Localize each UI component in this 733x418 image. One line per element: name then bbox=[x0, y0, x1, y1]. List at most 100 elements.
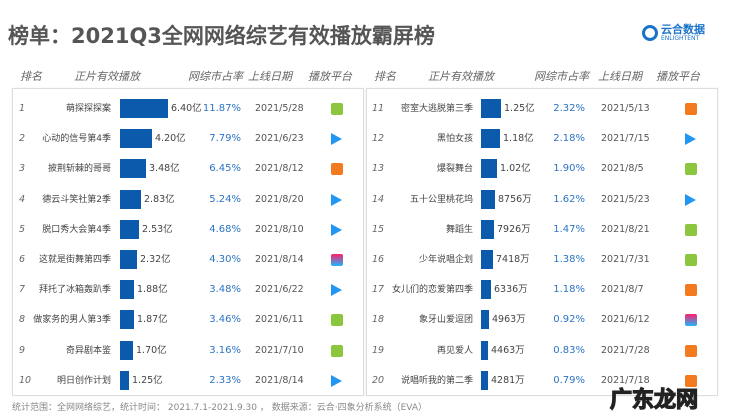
table-row: 2 心动的信号第4季 4.20亿 7.79% 2021/6/23 bbox=[13, 124, 363, 154]
tencent-video-icon bbox=[331, 374, 342, 387]
mango-tv-icon bbox=[331, 163, 343, 176]
table-row: 4 德云斗笑社第2季 2.83亿 5.24% 2021/8/20 bbox=[13, 185, 363, 215]
plays-bar bbox=[120, 310, 134, 330]
column-header: 排名 bbox=[20, 70, 42, 83]
plays-value: 1.87亿 bbox=[137, 314, 168, 326]
page-title: 榜单：2021Q3全网网络综艺有效播放霸屏榜 bbox=[8, 24, 435, 48]
table-row: 10 明日创作计划 1.25亿 2.33% 2021/8/14 bbox=[13, 366, 363, 396]
plays-bar bbox=[481, 189, 495, 209]
market-share: 7.79% bbox=[209, 133, 241, 145]
plays-value: 7418万 bbox=[496, 254, 530, 265]
iqiyi-icon bbox=[685, 223, 697, 236]
market-share: 3.46% bbox=[209, 314, 241, 326]
plays-value: 4463万 bbox=[491, 344, 525, 356]
plays-value: 3.48亿 bbox=[149, 163, 180, 175]
rank: 3 bbox=[19, 163, 26, 175]
plays-value: 1.18亿 bbox=[503, 133, 534, 145]
table-row: 7 拜托了冰箱轰趴季 1.88亿 3.48% 2021/6/22 bbox=[13, 275, 363, 305]
market-share: 0.83% bbox=[553, 344, 585, 356]
release-date: 2021/6/22 bbox=[255, 284, 304, 296]
table-row: 19 再见爱人 4463万 0.83% 2021/7/28 bbox=[367, 336, 717, 366]
rank: 6 bbox=[19, 254, 26, 265]
rank: 14 bbox=[372, 193, 385, 205]
table-row: 3 披荆斩棘的哥哥 3.48亿 6.45% 2021/8/12 bbox=[13, 154, 363, 184]
rank: 20 bbox=[372, 374, 385, 386]
show-name: 爆裂舞台 bbox=[436, 164, 473, 175]
column-header: 网综市占率 bbox=[534, 70, 589, 83]
market-share: 2.32% bbox=[553, 103, 585, 114]
release-date: 2021/7/15 bbox=[601, 133, 650, 145]
plays-bar bbox=[481, 370, 488, 390]
table-row: 5 脱口秀大会第4季 2.53亿 4.68% 2021/8/10 bbox=[13, 215, 363, 245]
mango-tv-icon bbox=[685, 344, 697, 357]
show-name: 脱口秀大会第4季 bbox=[42, 224, 111, 235]
plays-bar bbox=[481, 310, 489, 330]
show-name: 拜托了冰箱轰趴季 bbox=[38, 285, 111, 296]
ranking-table: 11 密室大逃脱第三季 1.25亿 2.32% 2021/5/13 12 黑怕女孩 1.18亿… bbox=[366, 88, 718, 396]
plays-bar bbox=[120, 219, 139, 239]
table-row: 16 少年说唱企划 7418万 1.38% 2021/7/31 bbox=[367, 245, 717, 275]
show-name: 象牙山爱逗团 bbox=[418, 315, 473, 326]
column-header: 播放平台 bbox=[656, 70, 700, 83]
tencent-video-icon bbox=[331, 193, 342, 206]
column-header: 播放平台 bbox=[308, 70, 352, 83]
market-share: 0.79% bbox=[553, 374, 585, 386]
rank: 1 bbox=[19, 103, 26, 114]
show-name: 明日创作计划 bbox=[56, 375, 111, 386]
market-share: 0.92% bbox=[553, 314, 585, 326]
show-name: 这就是街舞第四季 bbox=[38, 255, 111, 265]
market-share: 1.62% bbox=[553, 193, 585, 205]
logo-cn: 云合数据 bbox=[661, 23, 705, 36]
tencent-video-icon bbox=[685, 133, 696, 146]
rank: 11 bbox=[372, 103, 385, 114]
rank: 8 bbox=[19, 314, 26, 326]
table-row: 15 舞蹈生 7926万 1.47% 2021/8/21 bbox=[367, 215, 717, 245]
tencent-video-icon bbox=[331, 284, 342, 297]
release-date: 2021/8/14 bbox=[255, 254, 304, 265]
plays-value: 8756万 bbox=[498, 193, 532, 205]
table-header: 排名 正片有效播放 网综市占率 上线日期 播放平台 bbox=[366, 62, 718, 88]
show-name: 再见爱人 bbox=[436, 345, 473, 356]
market-share: 1.47% bbox=[553, 223, 585, 235]
market-share: 4.30% bbox=[209, 254, 241, 265]
release-date: 2021/6/23 bbox=[255, 133, 304, 145]
plays-value: 4.20亿 bbox=[155, 133, 186, 145]
column-header: 上线日期 bbox=[248, 70, 292, 83]
column-header: 排名 bbox=[374, 70, 396, 83]
table-row: 1 萌探探探案 6.40亿 11.87% 2021/5/28 bbox=[13, 94, 363, 124]
logo-en: ENLIGHTENT bbox=[661, 35, 700, 42]
table-row: 11 密室大逃脱第三季 1.25亿 2.32% 2021/5/13 bbox=[367, 94, 717, 124]
rank: 17 bbox=[372, 284, 385, 296]
table-header: 排名 正片有效播放 网综市占率 上线日期 播放平台 bbox=[12, 62, 364, 88]
mango-tv-icon bbox=[685, 103, 697, 115]
rank: 18 bbox=[372, 314, 385, 326]
plays-bar bbox=[481, 219, 494, 239]
plays-value: 1.25亿 bbox=[504, 103, 535, 114]
show-name: 密室大逃脱第三季 bbox=[400, 104, 473, 114]
plays-value: 1.70亿 bbox=[136, 344, 167, 356]
plays-bar bbox=[481, 99, 501, 118]
column-header: 上线日期 bbox=[598, 70, 642, 83]
release-date: 2021/5/23 bbox=[601, 193, 650, 205]
iqiyi-icon bbox=[331, 103, 343, 115]
market-share: 2.18% bbox=[553, 133, 585, 145]
iqiyi-icon bbox=[685, 254, 697, 266]
release-date: 2021/8/10 bbox=[255, 223, 304, 235]
enlightent-logo: 云合数据 ENLIGHTENT bbox=[642, 24, 705, 42]
rank: 15 bbox=[372, 223, 385, 235]
show-name: 少年说唱企划 bbox=[418, 255, 473, 265]
release-date: 2021/5/28 bbox=[255, 103, 304, 114]
release-date: 2021/8/12 bbox=[255, 163, 304, 175]
release-date: 2021/7/28 bbox=[601, 344, 650, 356]
table-row: 8 做家务的男人第3季 1.87亿 3.46% 2021/6/11 bbox=[13, 305, 363, 335]
table-row: 9 奇异剧本鉴 1.70亿 3.16% 2021/7/10 bbox=[13, 336, 363, 366]
plays-bar bbox=[481, 340, 488, 360]
show-name: 萌探探探案 bbox=[65, 104, 111, 114]
table-row: 6 这就是街舞第四季 2.32亿 4.30% 2021/8/14 bbox=[13, 245, 363, 275]
show-name: 舞蹈生 bbox=[445, 224, 473, 235]
mango-tv-icon bbox=[685, 374, 697, 387]
rank: 9 bbox=[19, 344, 26, 356]
plays-bar bbox=[481, 159, 497, 179]
ranking-panel-right: 排名 正片有效播放 网综市占率 上线日期 播放平台 11 密室大逃脱第三季 1.25亿 2.32… bbox=[366, 62, 718, 396]
show-name: 心动的信号第4季 bbox=[42, 134, 111, 145]
